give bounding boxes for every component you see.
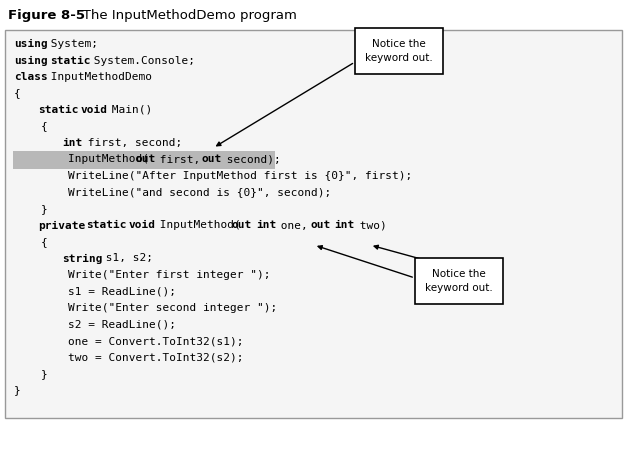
Text: Write("Enter first integer ");: Write("Enter first integer "); [14, 270, 270, 280]
Text: int: int [335, 221, 355, 231]
Text: System.Console;: System.Console; [87, 56, 194, 66]
Text: InputMethod(: InputMethod( [14, 154, 149, 164]
Text: one = Convert.ToInt32(s1);: one = Convert.ToInt32(s1); [14, 336, 243, 346]
Text: first, second;: first, second; [80, 138, 182, 148]
Text: Notice the
keyword out.: Notice the keyword out. [425, 269, 493, 293]
Text: Write("Enter second integer ");: Write("Enter second integer "); [14, 303, 277, 313]
Text: }: } [14, 386, 21, 395]
Text: static: static [38, 105, 79, 115]
Text: out: out [135, 154, 155, 164]
Text: s1, s2;: s1, s2; [98, 254, 153, 264]
Text: class: class [14, 72, 48, 82]
Text: {: { [14, 121, 48, 131]
Text: one,: one, [274, 221, 315, 231]
Text: WriteLine("and second is {0}", second);: WriteLine("and second is {0}", second); [14, 188, 331, 198]
Text: out: out [310, 221, 330, 231]
Text: InputMethod(: InputMethod( [153, 221, 241, 231]
Text: second);: second); [219, 154, 280, 164]
Text: WriteLine("After InputMethod first is {0}", first);: WriteLine("After InputMethod first is {0… [14, 171, 412, 181]
Text: {: { [14, 237, 48, 247]
Text: System;: System; [45, 39, 98, 49]
Text: }: } [14, 369, 48, 379]
Text: The InputMethodDemo program: The InputMethodDemo program [70, 9, 297, 21]
Text: string: string [63, 254, 103, 264]
Text: int: int [256, 221, 277, 231]
Text: two = Convert.ToInt32(s2);: two = Convert.ToInt32(s2); [14, 352, 243, 362]
Bar [13, 151, 275, 169]
Text: two): two) [353, 221, 387, 231]
Text: s1 = ReadLine();: s1 = ReadLine(); [14, 286, 176, 297]
Text: first,: first, [153, 154, 207, 164]
Text: }: } [14, 204, 48, 214]
Text: void: void [80, 105, 108, 115]
Text: {: { [14, 88, 21, 98]
Text: void: void [129, 221, 156, 231]
Text: using: using [14, 55, 48, 66]
Text: out: out [232, 221, 252, 231]
Text: s2 = ReadLine();: s2 = ReadLine(); [14, 319, 176, 329]
Text: static: static [50, 56, 91, 66]
Text: Notice the
keyword out.: Notice the keyword out. [365, 39, 433, 63]
Text: out: out [201, 154, 222, 164]
Text: Main(): Main() [105, 105, 152, 115]
Text: private: private [38, 221, 85, 231]
Bar [415, 258, 503, 304]
Text: Figure 8-5: Figure 8-5 [8, 9, 85, 21]
Bar [5, 30, 622, 418]
Bar [355, 28, 443, 74]
Text: int: int [63, 138, 83, 148]
Text: using: using [14, 39, 48, 49]
Text: static: static [87, 221, 127, 231]
Text: InputMethodDemo: InputMethodDemo [45, 72, 152, 82]
